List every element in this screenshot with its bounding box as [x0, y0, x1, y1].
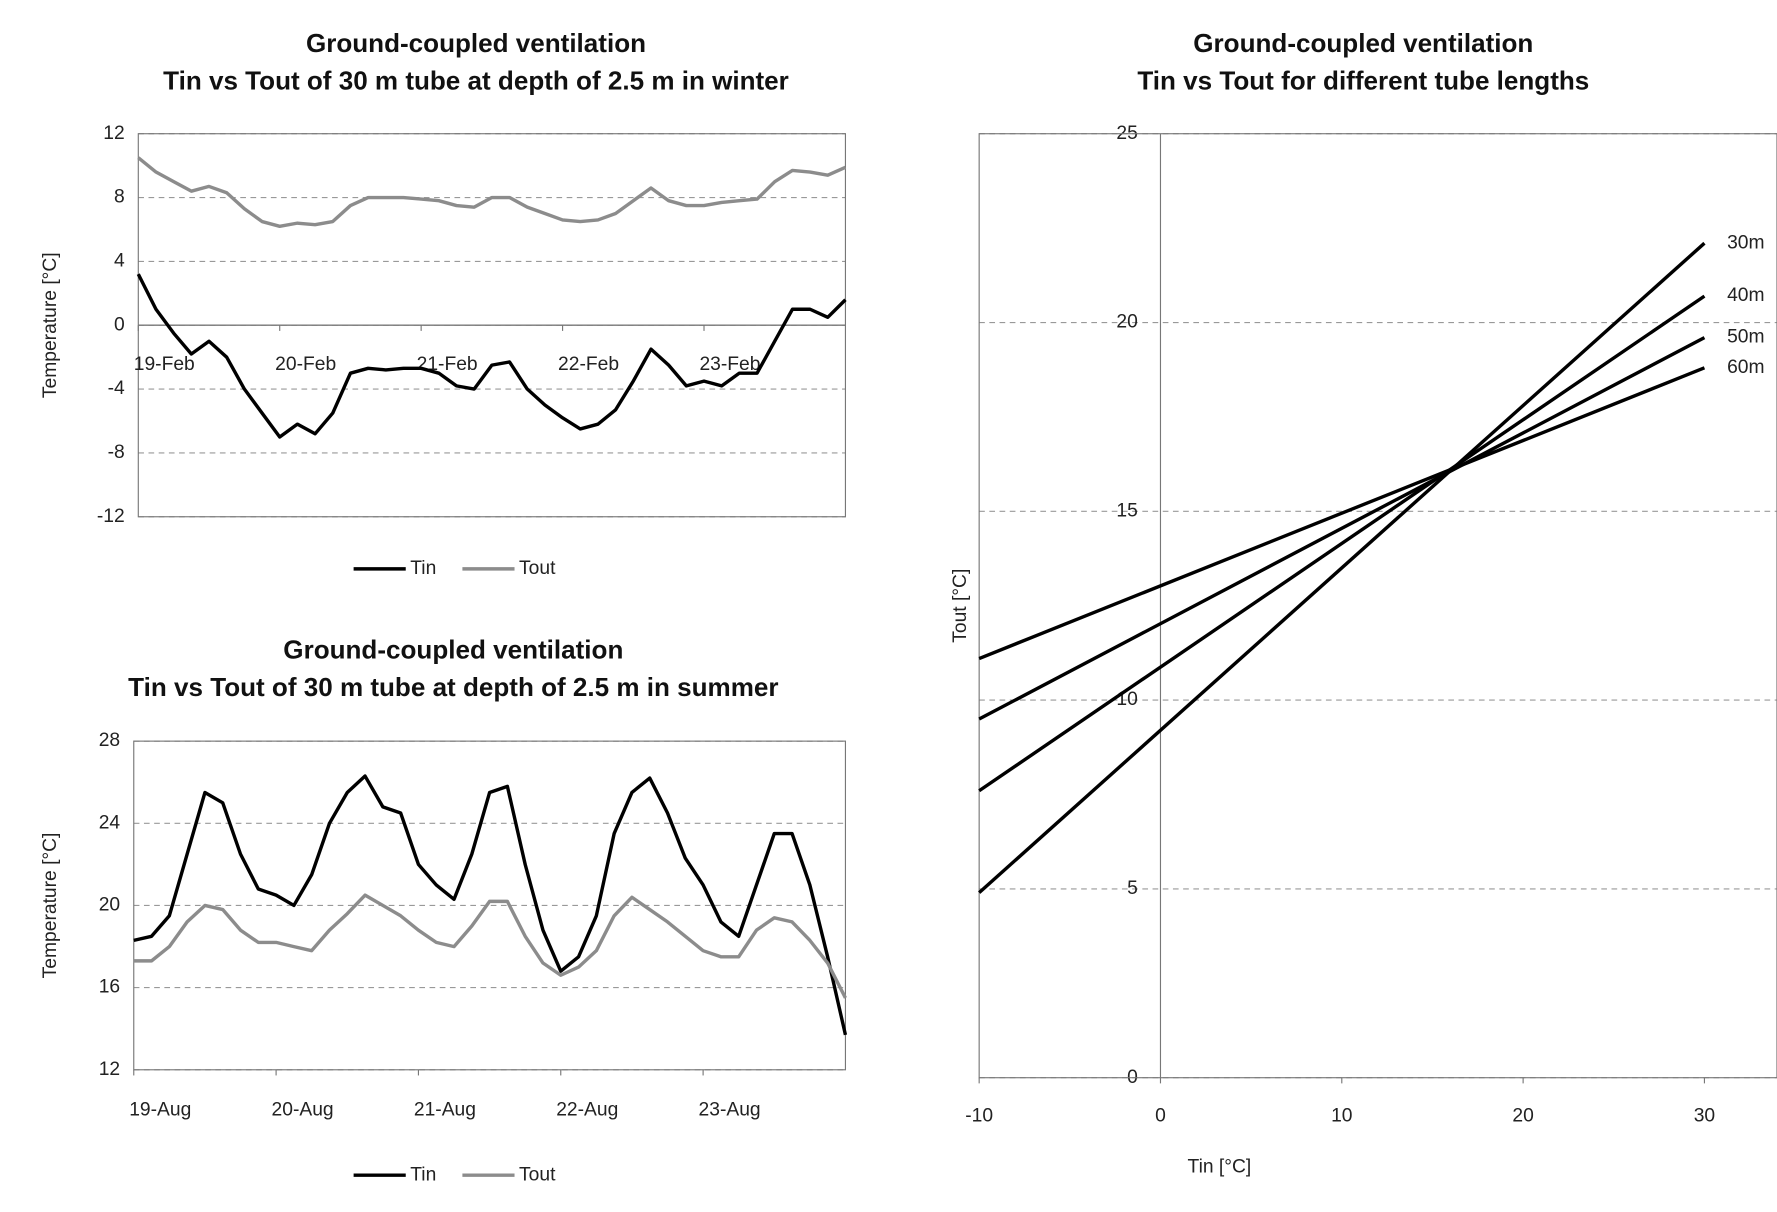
legend-label: Tout — [519, 558, 556, 579]
y-tick-label: 8 — [114, 187, 125, 208]
series-line — [978, 294, 1706, 793]
y-tick-label: 5 — [1127, 878, 1138, 899]
x-tick-label: 10 — [1331, 1105, 1352, 1126]
x-tick-label: 23-Feb — [699, 354, 760, 375]
chart-title: Ground-coupled ventilation — [1193, 28, 1533, 58]
chart-subtitle: Tin vs Tout of 30 m tube at depth of 2.5… — [163, 66, 789, 96]
y-tick-label: 16 — [99, 977, 120, 998]
y-tick-label: -8 — [108, 442, 125, 463]
x-axis-label: Tin [°C] — [1188, 1156, 1252, 1177]
series-line — [978, 241, 1706, 894]
x-tick-label: 19-Aug — [129, 1100, 191, 1121]
chart-title: Ground-coupled ventilation — [306, 28, 646, 58]
y-tick-label: 0 — [114, 314, 125, 335]
x-tick-label: -10 — [965, 1105, 993, 1126]
series-line — [136, 273, 847, 439]
y-tick-label: 15 — [1116, 500, 1137, 521]
x-tick-label: 23-Aug — [699, 1100, 761, 1121]
x-tick-label: 20 — [1512, 1105, 1533, 1126]
series-line — [137, 156, 847, 229]
y-axis-label: Temperature [°C] — [40, 252, 61, 398]
y-tick-label: 4 — [114, 250, 125, 271]
series-label: 60m — [1727, 357, 1764, 378]
y-tick-label: 20 — [99, 895, 120, 916]
x-tick-label: 19-Feb — [134, 354, 195, 375]
x-tick-label: 22-Aug — [556, 1100, 618, 1121]
y-axis-label: Tout [°C] — [950, 569, 971, 643]
y-tick-label: 28 — [99, 730, 120, 751]
series-line — [133, 893, 847, 999]
y-tick-label: 12 — [99, 1059, 120, 1080]
y-tick-label: 20 — [1116, 312, 1137, 333]
x-tick-label: 20-Aug — [272, 1100, 334, 1121]
y-tick-label: 12 — [103, 123, 124, 144]
series-line — [978, 366, 1706, 661]
series-line — [978, 336, 1706, 721]
chart-subtitle: Tin vs Tout of 30 m tube at depth of 2.5… — [128, 672, 778, 702]
series-label: 30m — [1727, 232, 1764, 253]
chart-title: Ground-coupled ventilation — [283, 635, 623, 665]
legend-label: Tin — [410, 558, 436, 579]
series-line — [133, 774, 848, 1036]
y-tick-label: -4 — [108, 378, 125, 399]
y-tick-label: 24 — [99, 812, 121, 833]
legend-label: Tout — [519, 1164, 556, 1185]
x-tick-label: 21-Aug — [414, 1100, 476, 1121]
y-tick-label: 10 — [1116, 689, 1137, 710]
x-tick-label: 21-Feb — [417, 354, 478, 375]
x-tick-label: 22-Feb — [558, 354, 619, 375]
x-tick-label: 0 — [1155, 1105, 1166, 1126]
chart-subtitle: Tin vs Tout for different tube lengths — [1137, 66, 1589, 96]
plot-border — [133, 740, 847, 1071]
x-tick-label: 30 — [1694, 1105, 1715, 1126]
y-axis-label: Temperature [°C] — [40, 833, 61, 979]
series-label: 50m — [1727, 327, 1764, 348]
y-tick-label: -12 — [97, 506, 125, 527]
x-tick-label: 20-Feb — [275, 354, 336, 375]
series-label: 40m — [1727, 285, 1764, 306]
legend-label: Tin — [410, 1164, 436, 1185]
plot-border — [978, 133, 1777, 1079]
